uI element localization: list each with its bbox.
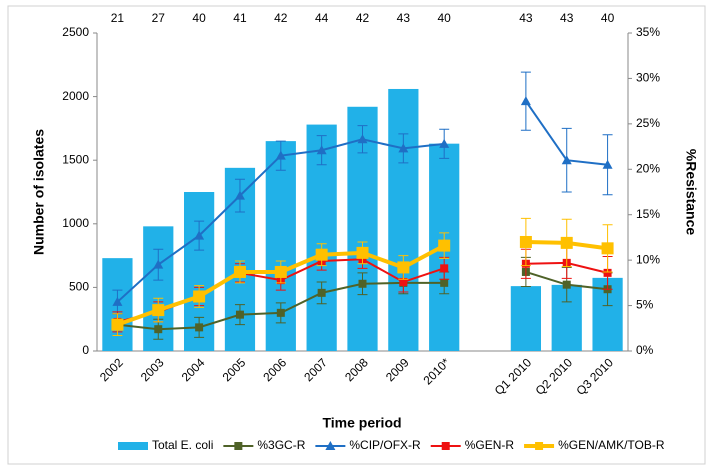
legend-label: Total E. coli xyxy=(152,438,213,452)
series-marker xyxy=(440,278,449,287)
legend-label: %3GC-R xyxy=(257,438,305,452)
legend-label: %CIP/OFX-R xyxy=(349,438,421,452)
legend-marker xyxy=(535,442,544,450)
y-tick-label: 2000 xyxy=(62,89,89,103)
top-label: 40 xyxy=(438,11,452,25)
series-marker xyxy=(602,159,613,169)
series-marker xyxy=(520,96,531,106)
top-label: 44 xyxy=(315,11,329,25)
top-label: 21 xyxy=(111,11,125,25)
series-marker xyxy=(111,318,124,331)
legend-swatch xyxy=(118,442,148,450)
series-marker xyxy=(195,323,204,332)
series-marker xyxy=(356,246,369,259)
series-marker xyxy=(276,308,285,317)
series-marker xyxy=(154,325,163,334)
series-marker xyxy=(235,310,244,319)
top-label: 42 xyxy=(274,11,288,25)
y2-tick-label: 25% xyxy=(636,116,660,130)
legend-marker xyxy=(234,442,243,450)
series-marker xyxy=(399,277,408,286)
top-label: 40 xyxy=(601,11,615,25)
bar xyxy=(510,286,541,351)
series-marker xyxy=(275,150,286,160)
y2-tick-label: 35% xyxy=(636,25,660,39)
x-axis-title: Time period xyxy=(322,415,401,431)
legend-marker xyxy=(441,442,450,450)
y-tick-label: 0 xyxy=(82,343,89,357)
y2-axis-title: %Resistance xyxy=(683,149,699,236)
series-marker xyxy=(315,248,328,261)
top-label: 43 xyxy=(560,11,574,25)
top-label: 42 xyxy=(356,11,370,25)
legend-label: %GEN-R xyxy=(465,438,515,452)
series-marker xyxy=(153,259,164,269)
y-tick-label: 500 xyxy=(69,280,89,294)
series-marker xyxy=(152,304,165,317)
series-marker xyxy=(438,239,451,252)
series-marker xyxy=(601,242,614,255)
series-marker xyxy=(397,261,410,274)
y-tick-label: 1000 xyxy=(62,216,89,230)
series-marker xyxy=(317,288,326,297)
top-label: 43 xyxy=(519,11,533,25)
y2-tick-label: 10% xyxy=(636,252,660,266)
series-marker xyxy=(603,268,612,277)
y-axis-title: Number of isolates xyxy=(31,129,47,255)
series-marker xyxy=(398,143,409,153)
series-marker xyxy=(234,190,245,200)
legend-marker xyxy=(325,441,336,450)
series-marker xyxy=(357,134,368,144)
y2-tick-label: 0% xyxy=(636,343,654,357)
legend-label: %GEN/AMK/TOB-R xyxy=(558,438,665,452)
series-marker xyxy=(194,230,205,240)
series-marker xyxy=(560,236,573,249)
series-marker xyxy=(316,145,327,155)
y-tick-label: 2500 xyxy=(62,25,89,39)
series-marker xyxy=(440,264,449,273)
y-tick-label: 1500 xyxy=(62,152,89,166)
series-marker xyxy=(439,138,450,148)
y2-tick-label: 20% xyxy=(636,161,660,175)
series-marker xyxy=(112,296,123,306)
series-marker xyxy=(519,235,532,248)
series-marker xyxy=(233,265,246,278)
bar xyxy=(388,88,419,351)
top-label: 43 xyxy=(397,11,411,25)
series-marker xyxy=(274,265,287,278)
y2-tick-label: 30% xyxy=(636,71,660,85)
series-marker xyxy=(561,155,572,165)
series-marker xyxy=(193,290,206,303)
top-label: 41 xyxy=(233,11,247,25)
y2-tick-label: 15% xyxy=(636,207,660,221)
y2-tick-label: 5% xyxy=(636,298,654,312)
top-label: 27 xyxy=(152,11,166,25)
top-label: 40 xyxy=(192,11,206,25)
series-marker xyxy=(358,279,367,288)
series-marker xyxy=(562,280,571,289)
